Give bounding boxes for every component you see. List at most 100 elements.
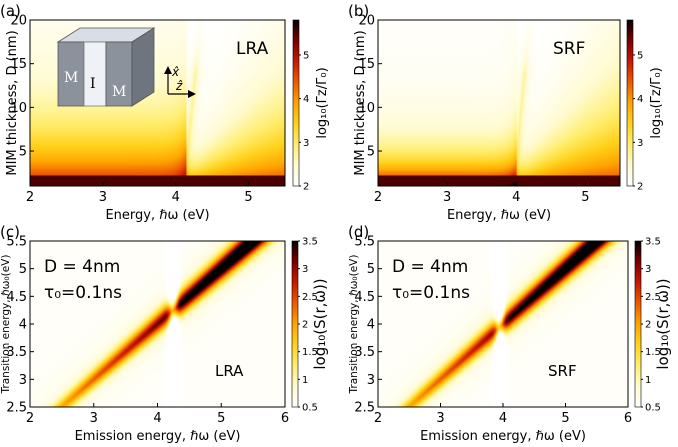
x-tick-label: 2 [374,411,382,426]
colorbar [291,240,299,408]
inset-label: M [64,70,78,86]
param-thickness: D = 4nm [44,257,120,277]
colorbar-tick-label: 4 [637,94,643,105]
y-tick-label: 10 [358,101,375,116]
panel-label: (b) [348,2,369,20]
colorbar-tick-label: 3 [637,138,643,149]
y-tick-label: 5.5 [354,235,375,250]
y-tick-label: 4 [367,318,375,333]
y-tick-label: 3.5 [6,345,27,360]
colorbar-tick-label: 3.5 [302,237,318,248]
inset-metal-block [105,41,133,107]
x-tick-label: 5 [561,411,569,426]
y-tick-label: 3 [367,373,375,388]
plot-frame [29,19,286,187]
x-axis-label: Emission energy, ℏω (eV) [420,429,586,444]
colorbar-tick-label: 3 [645,264,651,275]
panel-label: (d) [348,223,369,241]
y-tick-label: 5 [19,145,27,160]
colorbar-label: log₁₀(Γz/Γ₀) [315,67,330,138]
colorbar-tick-label: 3 [303,138,309,149]
y-tick-label: 4.5 [6,290,27,305]
x-tick-label: 4 [153,411,161,426]
inset-x-arrowhead [164,66,172,74]
y-axis-label: Transition energy, ℏω₀(eV) [0,255,12,395]
y-tick-label: 20 [10,14,27,29]
y-tick-label: 5 [367,262,375,277]
x-tick-label: 3 [90,411,98,426]
inset-insulator-block [83,41,107,107]
y-tick-label: 5 [19,262,27,277]
method-annotation: SRF [548,362,577,380]
panel-b: 2 3 4 5 5 10 15 20 Energy, ℏω (eV) MIM thickness,… [348,2,664,223]
colorbar-tick-label: 1.5 [645,347,661,358]
x-axis-label: Emission energy, ℏω (eV) [75,429,241,444]
colorbar [626,19,634,187]
colorbar-tick-label: 1 [302,375,308,386]
colorbar-tick-label: 2.5 [302,292,318,303]
colorbar [292,19,300,187]
heatmap-image-b [378,20,620,186]
x-axis-label: Energy, ℏω (eV) [447,208,551,223]
x-tick-label: 5 [581,190,589,205]
x-axis-label: Energy, ℏω (eV) [105,208,209,223]
inset-axis-label: ẑ [175,79,183,93]
param-lifetime: τ₀=0.1ns [392,283,470,303]
colorbar-tick-label: 1 [645,375,651,386]
x-tick-label: 6 [281,411,289,426]
y-axis-label: MIM thickness, D (nm) [353,30,368,175]
inset-side-face [131,27,155,107]
y-axis-label: Transition energy, ℏω₀(eV) [348,255,360,395]
y-tick-label: 3.5 [354,345,375,360]
colorbar-tick-label: 2 [637,182,643,193]
colorbar-tick-label: 3.5 [645,237,661,248]
y-tick-label: 4 [19,318,27,333]
y-tick-label: 10 [10,101,27,116]
colorbar-label: log₁₀(Γz/Γ₀) [649,67,664,138]
colorbar-label: log₁₀(S(r,ω)) [311,278,329,369]
method-annotation: SRF [553,39,585,59]
method-annotation: LRA [236,39,269,59]
inset-label: M [112,84,126,100]
plot-frame [377,19,621,187]
colorbar-tick-label: 5 [303,50,309,61]
param-lifetime: τ₀=0.1ns [44,283,122,303]
panel-a: 2 3 4 5 5 10 15 20 Energy, ℏω (eV) MIM thickness,… [0,2,330,223]
method-annotation: LRA [215,362,244,380]
y-tick-label: 15 [10,57,27,72]
heatmap-image-c [30,241,285,407]
colorbar [634,240,642,408]
heatmap-image-d [378,241,628,407]
y-tick-label: 2.5 [354,401,375,416]
x-tick-label: 2 [374,190,382,205]
colorbar-tick-label: 0.5 [302,403,318,414]
y-axis-label: MIM thickness, D (nm) [5,30,20,175]
colorbar-tick-label: 5 [637,50,643,61]
colorbar-tick-label: 2 [645,320,651,331]
x-tick-label: 2 [26,411,34,426]
y-tick-label: 2.5 [6,401,27,416]
x-tick-label: 2 [26,190,34,205]
inset-z-arrowhead [188,90,196,98]
x-tick-label: 4 [172,190,180,205]
colorbar-tick-label: 0.5 [645,403,661,414]
panel-d: 2 3 4 5 6 2.5 3 3.5 4 4.5 5 5.5 Emission energy, ℏω … [348,223,672,444]
x-tick-label: 5 [244,190,252,205]
param-thickness: D = 4nm [392,257,468,277]
x-tick-label: 3 [443,190,451,205]
y-tick-label: 4.5 [354,290,375,305]
panel-label: (c) [0,223,20,241]
y-tick-label: 5.5 [6,235,27,250]
colorbar-tick-label: 4 [303,94,309,105]
inset-axis-label: x̂ [171,65,180,79]
x-tick-label: 3 [99,190,107,205]
x-tick-label: 5 [217,411,225,426]
colorbar-tick-label: 2 [303,182,309,193]
x-tick-label: 4 [512,190,520,205]
y-tick-label: 20 [358,14,375,29]
y-tick-label: 15 [358,57,375,72]
x-tick-label: 6 [624,411,632,426]
colorbar-tick-label: 2 [302,320,308,331]
panel-c: 2 3 4 5 6 2.5 3 3.5 4 4.5 5 5.5 Emission energy, ℏω … [0,223,329,444]
